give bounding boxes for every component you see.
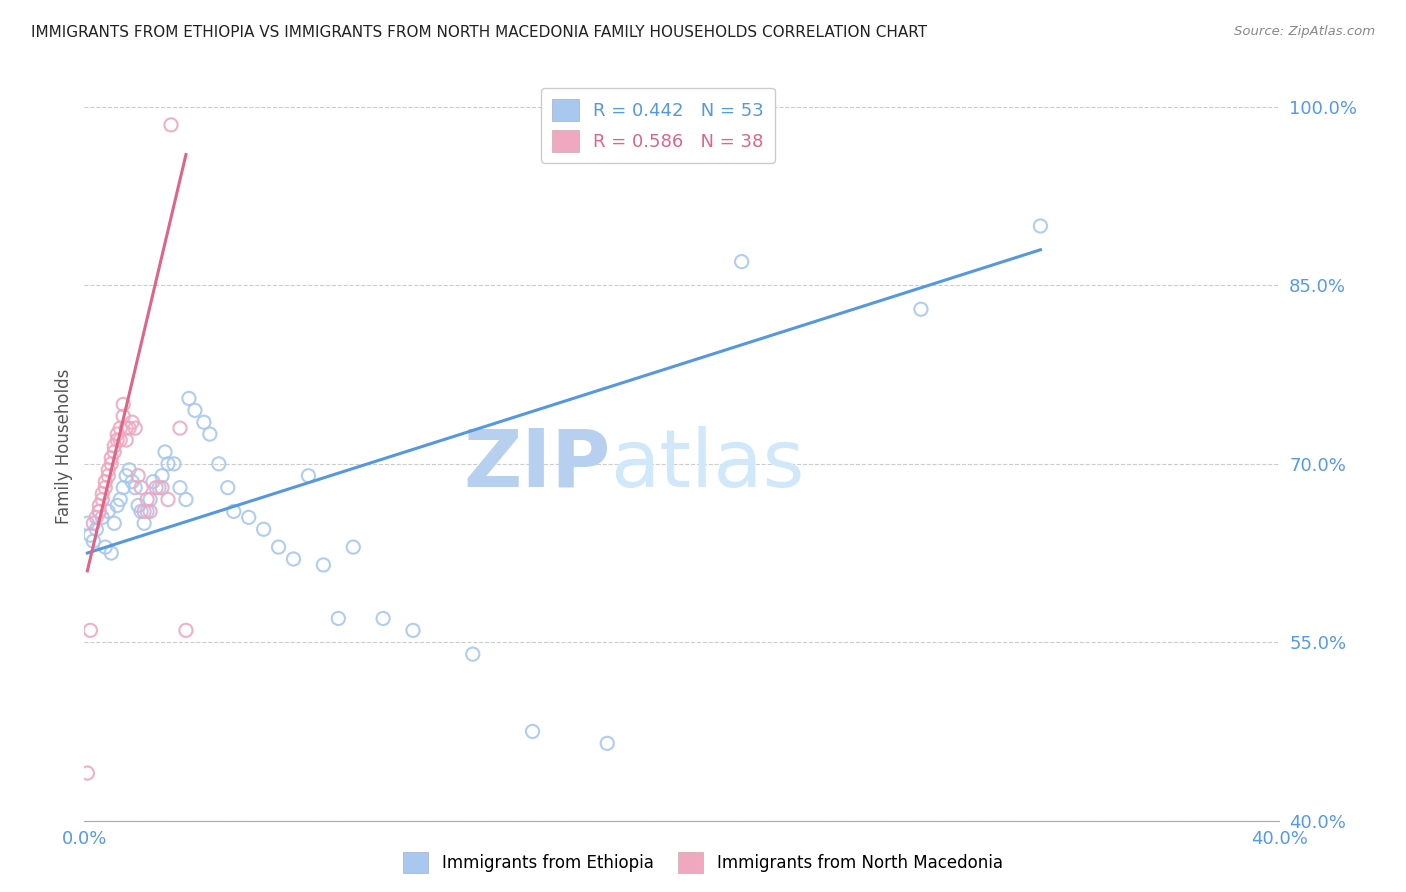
- Point: [163, 457, 186, 471]
- Point: [150, 481, 173, 495]
- Point: [124, 481, 146, 495]
- Point: [132, 504, 156, 518]
- Point: [193, 415, 215, 429]
- Point: [153, 445, 176, 459]
- Point: [283, 552, 305, 566]
- Point: [139, 504, 162, 518]
- Point: [105, 433, 128, 447]
- Point: [115, 421, 138, 435]
- Point: [136, 492, 159, 507]
- Point: [174, 624, 197, 638]
- Point: [82, 516, 104, 531]
- Point: [1029, 219, 1052, 233]
- Point: [100, 457, 122, 471]
- Point: [86, 522, 108, 536]
- Point: [910, 302, 932, 317]
- Point: [177, 392, 200, 406]
- Point: [217, 481, 239, 495]
- Point: [94, 540, 117, 554]
- Point: [89, 499, 111, 513]
- Text: atlas: atlas: [610, 425, 804, 504]
- Point: [94, 481, 117, 495]
- Point: [198, 427, 221, 442]
- Point: [76, 516, 98, 531]
- Point: [100, 546, 122, 560]
- Point: [91, 486, 114, 500]
- Point: [145, 481, 167, 495]
- Point: [127, 468, 149, 483]
- Point: [97, 468, 120, 483]
- Point: [238, 510, 260, 524]
- Point: [118, 421, 141, 435]
- Point: [86, 510, 108, 524]
- Point: [208, 457, 231, 471]
- Point: [110, 433, 132, 447]
- Point: [94, 475, 117, 489]
- Point: [136, 504, 159, 518]
- Point: [82, 534, 104, 549]
- Point: [79, 624, 101, 638]
- Point: [142, 475, 165, 489]
- Text: IMMIGRANTS FROM ETHIOPIA VS IMMIGRANTS FROM NORTH MACEDONIA FAMILY HOUSEHOLDS CO: IMMIGRANTS FROM ETHIOPIA VS IMMIGRANTS F…: [31, 25, 927, 40]
- Point: [184, 403, 207, 417]
- Point: [115, 468, 138, 483]
- Point: [148, 481, 170, 495]
- Point: [76, 766, 98, 780]
- Point: [103, 516, 125, 531]
- Point: [150, 468, 173, 483]
- Legend: Immigrants from Ethiopia, Immigrants from North Macedonia: Immigrants from Ethiopia, Immigrants fro…: [396, 846, 1010, 880]
- Point: [103, 439, 125, 453]
- Point: [105, 427, 128, 442]
- Point: [157, 457, 180, 471]
- Point: [121, 475, 143, 489]
- Point: [118, 463, 141, 477]
- Point: [124, 421, 146, 435]
- Point: [127, 499, 149, 513]
- Point: [174, 492, 197, 507]
- Point: [132, 516, 156, 531]
- Point: [222, 504, 245, 518]
- Point: [373, 611, 395, 625]
- Point: [79, 528, 101, 542]
- Text: ZIP: ZIP: [463, 425, 610, 504]
- Y-axis label: Family Households: Family Households: [55, 368, 73, 524]
- Point: [89, 504, 111, 518]
- Point: [312, 558, 335, 572]
- Point: [461, 647, 484, 661]
- Point: [105, 499, 128, 513]
- Point: [160, 118, 183, 132]
- Point: [97, 504, 120, 518]
- Point: [731, 254, 754, 268]
- Point: [110, 492, 132, 507]
- Point: [89, 504, 111, 518]
- Point: [100, 450, 122, 465]
- Point: [112, 481, 135, 495]
- Point: [91, 510, 114, 524]
- Point: [115, 433, 138, 447]
- Point: [139, 492, 162, 507]
- Text: Source: ZipAtlas.com: Source: ZipAtlas.com: [1234, 25, 1375, 38]
- Point: [402, 624, 425, 638]
- Point: [297, 468, 319, 483]
- Legend: R = 0.442   N = 53, R = 0.586   N = 38: R = 0.442 N = 53, R = 0.586 N = 38: [541, 88, 775, 162]
- Point: [112, 409, 135, 424]
- Point: [169, 421, 191, 435]
- Point: [169, 481, 191, 495]
- Point: [342, 540, 364, 554]
- Point: [97, 463, 120, 477]
- Point: [253, 522, 276, 536]
- Point: [91, 492, 114, 507]
- Point: [522, 724, 544, 739]
- Point: [103, 445, 125, 459]
- Point: [157, 492, 180, 507]
- Point: [129, 481, 152, 495]
- Point: [267, 540, 290, 554]
- Point: [129, 504, 152, 518]
- Point: [110, 421, 132, 435]
- Point: [596, 736, 619, 750]
- Point: [112, 397, 135, 411]
- Point: [121, 415, 143, 429]
- Point: [328, 611, 350, 625]
